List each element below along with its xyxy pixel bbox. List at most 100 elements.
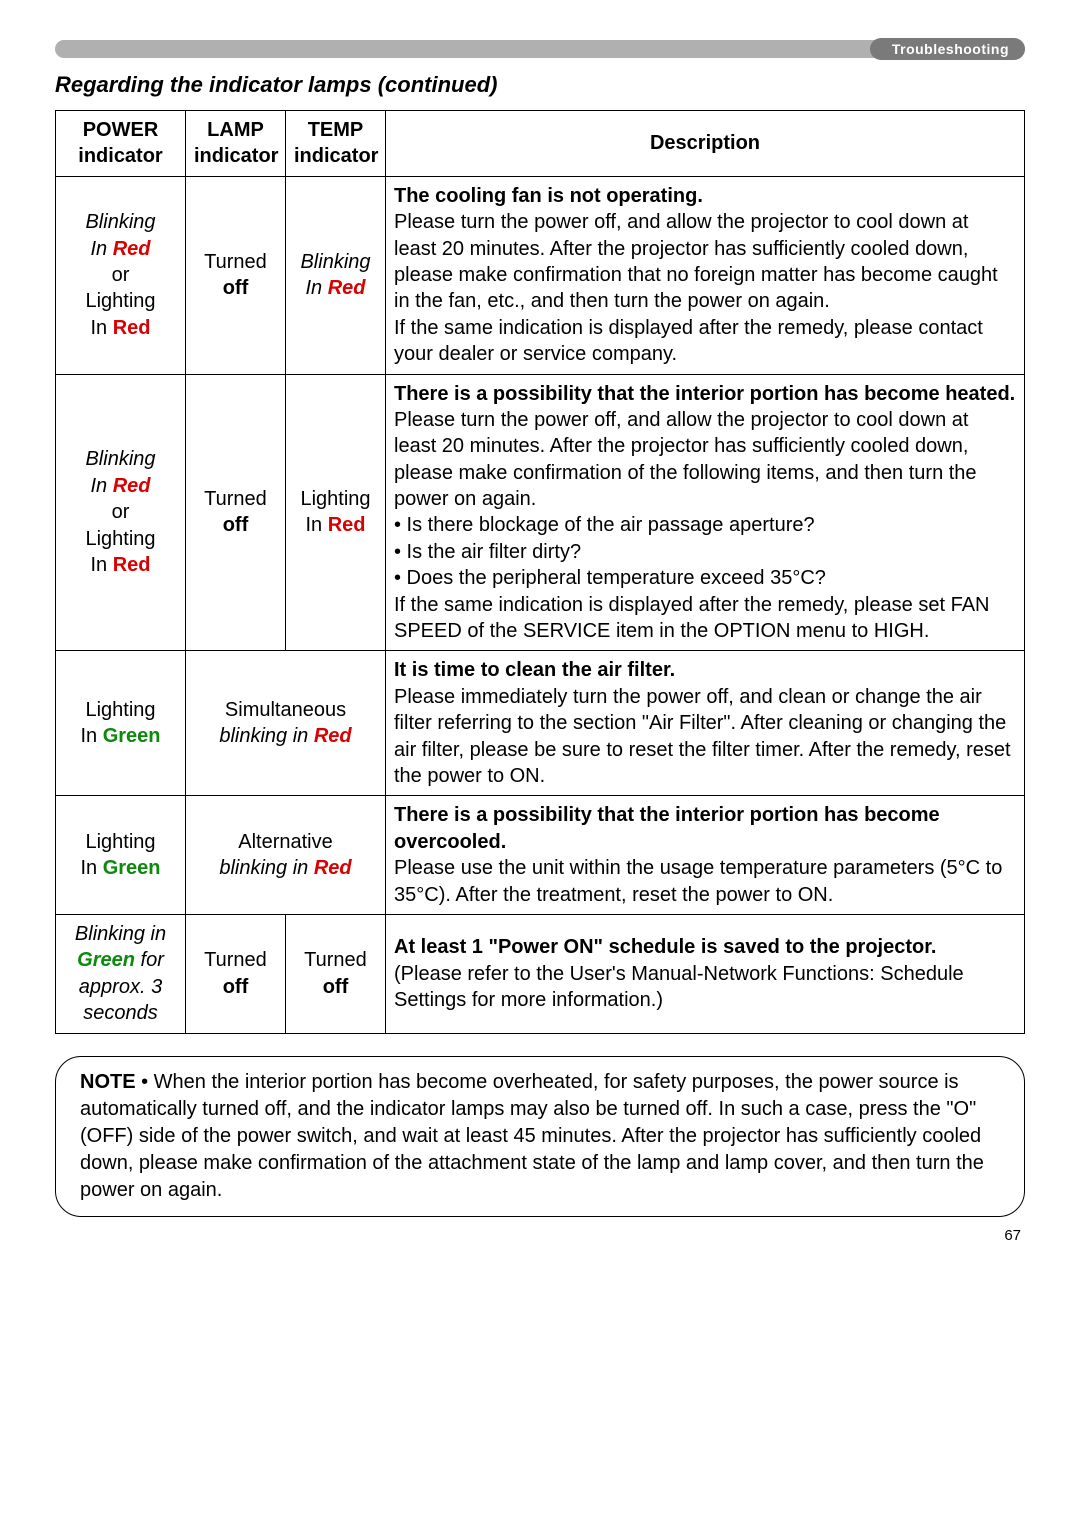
indicator-table: POWER indicator LAMP indicator TEMP indi… <box>55 110 1025 1034</box>
text-red: Red <box>113 475 151 497</box>
cell-power: Blinking In Red or Lighting In Red <box>56 176 186 374</box>
text-red: Red <box>314 857 352 879</box>
text-red: Red <box>113 554 151 576</box>
note-body: • When the interior portion has become o… <box>80 1071 984 1201</box>
text: Lighting <box>85 528 155 550</box>
desc-body: Please immediately turn the power off, a… <box>394 686 1011 787</box>
text-red: Red <box>328 277 366 299</box>
text-green: Green <box>103 857 161 879</box>
text: Alternative <box>238 831 333 853</box>
text: or <box>112 501 130 523</box>
note-box: NOTE • When the interior portion has bec… <box>55 1056 1025 1217</box>
cell-lamp-temp-merged: Simultaneous blinking in Red <box>186 651 386 796</box>
desc-body: (Please refer to the User's Manual-Netwo… <box>394 963 964 1011</box>
text: Blinking in <box>75 923 166 945</box>
col-header-lamp: LAMP indicator <box>186 111 286 177</box>
cell-power: Blinking in Green for approx. 3 seconds <box>56 914 186 1033</box>
header-pill-label: Troubleshooting <box>892 41 1009 57</box>
header-text: indicator <box>194 145 278 167</box>
text: Lighting <box>300 488 370 510</box>
cell-temp: Turned off <box>286 914 386 1033</box>
text: or <box>112 264 130 286</box>
desc-body: Please use the unit within the usage tem… <box>394 857 1002 905</box>
text-red: Red <box>314 725 352 747</box>
cell-lamp-temp-merged: Alternative blinking in Red <box>186 796 386 915</box>
text: In <box>90 554 112 576</box>
text: In <box>90 238 112 260</box>
header-text: LAMP <box>207 119 264 141</box>
cell-power: Lighting In Green <box>56 796 186 915</box>
text: Lighting <box>85 290 155 312</box>
text: Lighting <box>85 831 155 853</box>
text: Turned <box>204 949 267 971</box>
cell-desc: There is a possibility that the interior… <box>386 796 1025 915</box>
text: for <box>135 949 164 971</box>
text: approx. 3 <box>79 976 162 998</box>
cell-desc: The cooling fan is not operating. Please… <box>386 176 1025 374</box>
table-row: Lighting In Green Simultaneous blinking … <box>56 651 1025 796</box>
text: Blinking <box>85 448 155 470</box>
table-row: Blinking In Red or Lighting In Red Turne… <box>56 374 1025 651</box>
text: off <box>323 976 349 998</box>
text: Blinking <box>85 211 155 233</box>
text: Turned <box>204 251 267 273</box>
desc-body: Please turn the power off, and allow the… <box>394 409 990 642</box>
text: Blinking <box>300 251 370 273</box>
page-number: 67 <box>55 1227 1025 1244</box>
text: off <box>223 514 249 536</box>
text: In <box>80 857 102 879</box>
text: off <box>223 277 249 299</box>
text: blinking in <box>219 725 314 747</box>
col-header-desc: Description <box>386 111 1025 177</box>
table-row: Blinking In Red or Lighting In Red Turne… <box>56 176 1025 374</box>
text: Turned <box>304 949 367 971</box>
header-bar: Troubleshooting <box>55 40 1025 58</box>
col-header-temp: TEMP indicator <box>286 111 386 177</box>
text: Simultaneous <box>225 699 346 721</box>
desc-title: It is time to clean the air filter. <box>394 659 675 681</box>
desc-title: At least 1 "Power ON" schedule is saved … <box>394 936 936 958</box>
desc-title: There is a possibility that the interior… <box>394 804 940 852</box>
cell-lamp: Turned off <box>186 374 286 651</box>
table-header-row: POWER indicator LAMP indicator TEMP indi… <box>56 111 1025 177</box>
text: Turned <box>204 488 267 510</box>
section-title: Regarding the indicator lamps (continued… <box>55 72 1025 98</box>
text: blinking in <box>219 857 314 879</box>
table-body: Blinking In Red or Lighting In Red Turne… <box>56 176 1025 1033</box>
cell-desc: At least 1 "Power ON" schedule is saved … <box>386 914 1025 1033</box>
col-header-power: POWER indicator <box>56 111 186 177</box>
desc-body: Please turn the power off, and allow the… <box>394 211 998 365</box>
header-text: TEMP <box>308 119 364 141</box>
desc-title: There is a possibility that the interior… <box>394 383 1015 405</box>
cell-lamp: Turned off <box>186 914 286 1033</box>
text: In <box>305 514 327 536</box>
cell-temp: Lighting In Red <box>286 374 386 651</box>
text: In <box>305 277 327 299</box>
header-text: POWER <box>83 119 159 141</box>
header-text: indicator <box>78 145 162 167</box>
cell-power: Lighting In Green <box>56 651 186 796</box>
cell-lamp: Turned off <box>186 176 286 374</box>
cell-desc: It is time to clean the air filter. Plea… <box>386 651 1025 796</box>
text: In <box>90 475 112 497</box>
text: In <box>90 317 112 339</box>
note-label: NOTE <box>80 1071 136 1093</box>
table-row: Lighting In Green Alternative blinking i… <box>56 796 1025 915</box>
text: Lighting <box>85 699 155 721</box>
cell-temp: Blinking In Red <box>286 176 386 374</box>
cell-power: Blinking In Red or Lighting In Red <box>56 374 186 651</box>
text: In <box>80 725 102 747</box>
table-row: Blinking in Green for approx. 3 seconds … <box>56 914 1025 1033</box>
text-green: Green <box>103 725 161 747</box>
text-red: Red <box>113 238 151 260</box>
cell-desc: There is a possibility that the interior… <box>386 374 1025 651</box>
text-red: Red <box>328 514 366 536</box>
page: Troubleshooting Regarding the indicator … <box>0 0 1080 1274</box>
text-green: Green <box>77 949 135 971</box>
header-text: indicator <box>294 145 378 167</box>
text: off <box>223 976 249 998</box>
header-pill: Troubleshooting <box>870 38 1025 60</box>
text-red: Red <box>113 317 151 339</box>
desc-title: The cooling fan is not operating. <box>394 185 703 207</box>
text: seconds <box>83 1002 158 1024</box>
